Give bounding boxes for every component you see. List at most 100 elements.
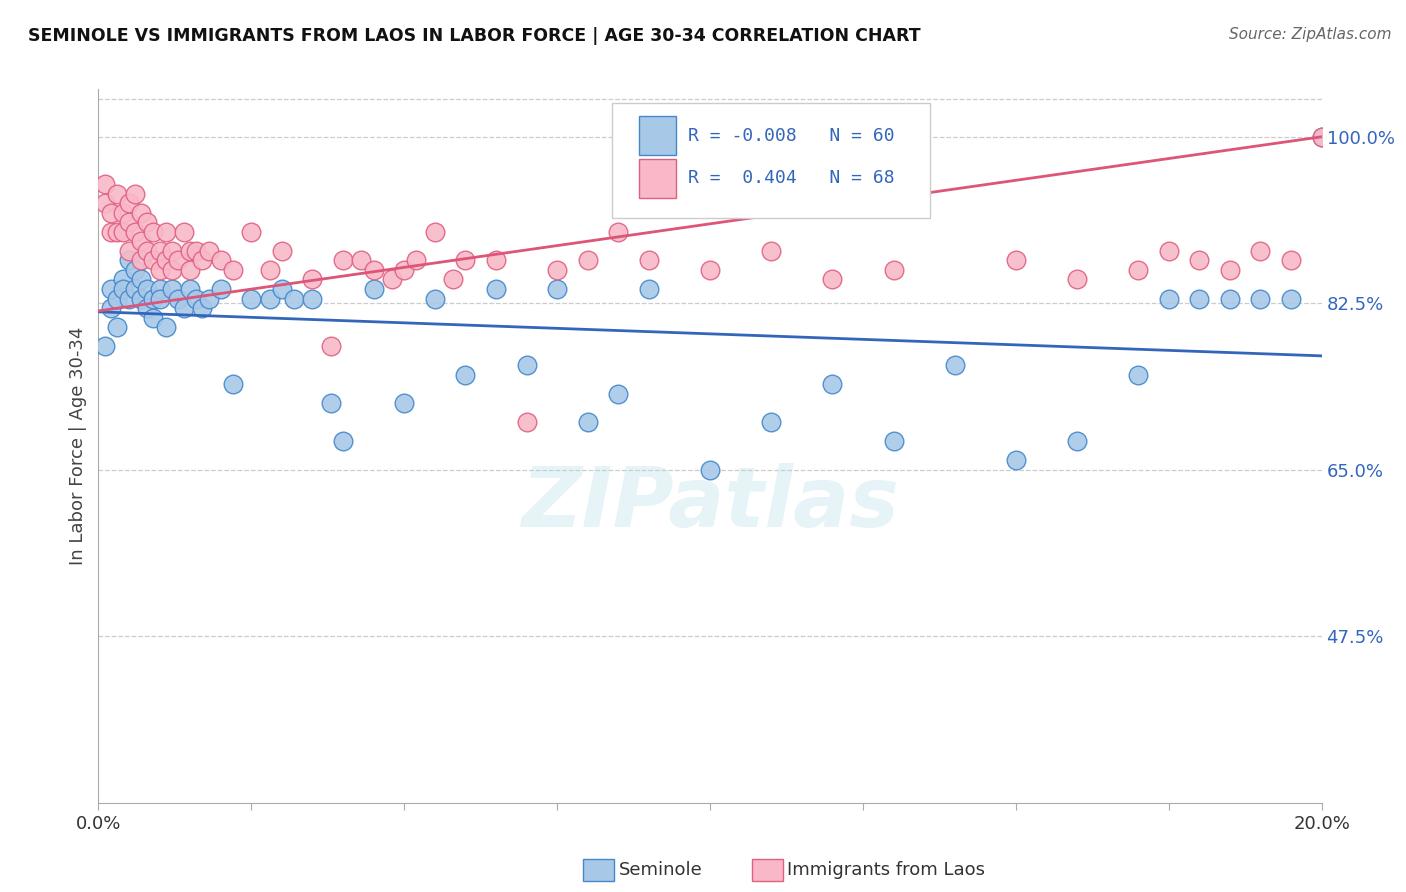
Point [118,196,141,211]
Point [301,272,323,286]
Point [1219,263,1241,277]
Point [160,263,183,277]
Point [136,244,159,258]
Point [240,292,263,306]
Point [111,282,134,296]
FancyBboxPatch shape [640,116,676,155]
Point [301,292,323,306]
Point [392,263,416,277]
Point [1128,263,1150,277]
Point [637,253,661,268]
Point [576,253,599,268]
Point [142,253,165,268]
Point [943,358,966,372]
Point [93,339,115,353]
Point [191,253,214,268]
Point [1066,272,1088,286]
Point [1188,253,1211,268]
Point [149,282,172,296]
Point [759,415,782,429]
Point [173,301,195,315]
Point [363,282,385,296]
Point [179,263,201,277]
Point [405,253,427,268]
Text: SEMINOLE VS IMMIGRANTS FROM LAOS IN LABOR FORCE | AGE 30-34 CORRELATION CHART: SEMINOLE VS IMMIGRANTS FROM LAOS IN LABO… [28,27,921,45]
Point [129,206,152,220]
Point [546,282,568,296]
Point [454,368,477,382]
Point [1188,292,1211,306]
Point [179,244,201,258]
Point [516,415,538,429]
Point [222,263,245,277]
Text: R = -0.008   N = 60: R = -0.008 N = 60 [688,127,894,145]
Point [1004,453,1026,467]
Point [197,292,219,306]
Point [167,253,190,268]
Point [173,225,195,239]
Point [142,310,165,325]
Point [111,206,134,220]
Point [363,263,385,277]
Text: Source: ZipAtlas.com: Source: ZipAtlas.com [1229,27,1392,42]
Text: Seminole: Seminole [619,861,703,879]
Point [149,263,172,277]
Point [485,282,508,296]
Point [607,225,630,239]
Text: Immigrants from Laos: Immigrants from Laos [787,861,986,879]
Point [332,253,354,268]
Point [186,244,208,258]
Point [111,225,134,239]
Point [1310,129,1333,144]
Point [142,225,165,239]
Point [118,215,141,229]
Point [100,282,122,296]
Point [136,301,159,315]
Point [1279,292,1302,306]
Point [136,282,159,296]
Point [546,263,568,277]
Point [105,320,128,334]
Point [105,225,128,239]
Point [576,415,599,429]
Point [155,253,177,268]
Point [149,292,172,306]
Point [699,463,721,477]
Point [136,215,159,229]
Point [124,186,146,201]
Point [516,358,538,372]
Point [319,339,342,353]
Point [209,282,232,296]
Point [124,263,146,277]
Text: R =  0.404   N = 68: R = 0.404 N = 68 [688,169,894,187]
Point [319,396,342,410]
Point [423,225,446,239]
Point [392,396,416,410]
Point [381,272,404,286]
Point [883,263,905,277]
Text: ZIPatlas: ZIPatlas [522,463,898,543]
Point [1279,253,1302,268]
Point [222,377,245,392]
Point [1157,244,1180,258]
Point [142,292,165,306]
Point [118,253,141,268]
Point [637,282,661,296]
Point [186,292,208,306]
Point [160,244,183,258]
Point [155,225,177,239]
Point [111,272,134,286]
Point [240,225,263,239]
Point [100,301,122,315]
Point [197,244,219,258]
Point [129,253,152,268]
Point [350,253,373,268]
Point [124,282,146,296]
Point [454,253,477,268]
Point [332,434,354,449]
Y-axis label: In Labor Force | Age 30-34: In Labor Force | Age 30-34 [69,326,87,566]
Point [270,282,292,296]
Point [105,186,128,201]
Point [883,434,905,449]
Point [1128,368,1150,382]
